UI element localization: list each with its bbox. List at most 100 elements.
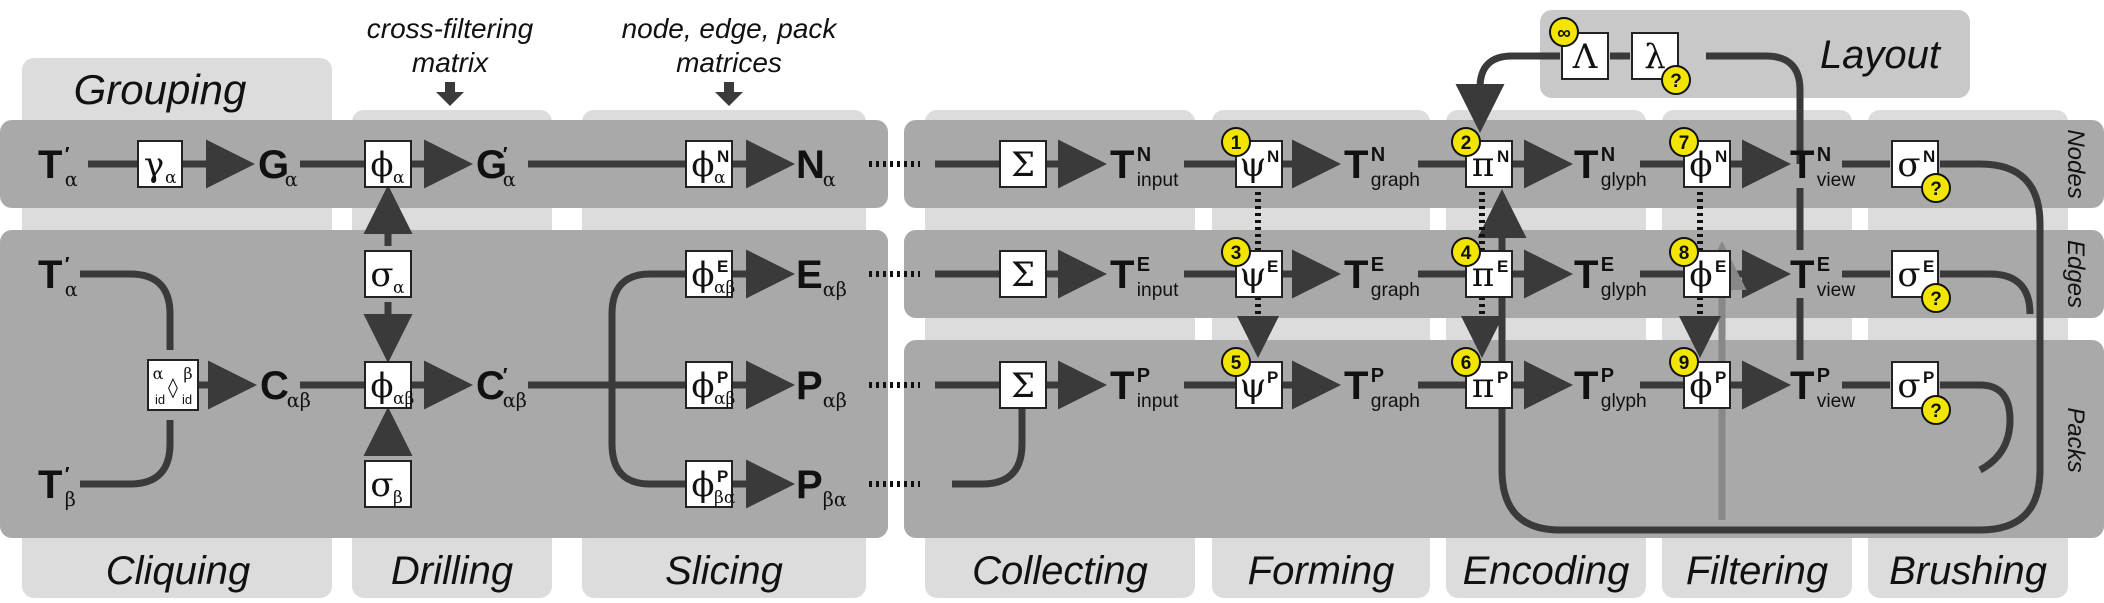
token-superscript: N (1137, 144, 1151, 166)
operator-symbol: Σ (1011, 366, 1035, 406)
operator-superscript: P (1923, 368, 1934, 387)
badge-text: ? (1930, 401, 1942, 422)
badge-circle (1221, 237, 1251, 267)
token-superscript: N (1817, 144, 1831, 166)
operator-symbol: ϕ (370, 366, 393, 406)
badge-text: ? (1930, 289, 1942, 310)
token-base: T (1574, 253, 1598, 297)
token-base: T (38, 253, 62, 297)
token-subscript: βα (823, 488, 847, 511)
token-superscript: E (1601, 254, 1614, 276)
operator-frame (364, 140, 412, 188)
operator-frame (364, 361, 412, 409)
annotation-arrows (436, 82, 743, 106)
operator-symbol: σ (1897, 366, 1920, 406)
operator-frame (1891, 140, 1939, 188)
operator-box-phiPab: ϕ Pαβ (685, 361, 735, 409)
token-C_prime: C′αβ (476, 364, 527, 412)
badge-circle (1661, 65, 1691, 95)
token-subscript: αβ (823, 278, 847, 301)
stage-labels: Grouping Cliquing Drilling Slicing Colle… (74, 33, 2047, 593)
label-cliquing: Cliquing (106, 549, 251, 593)
token-superscript: P (1601, 365, 1614, 387)
operator-symbol: ϕ (691, 255, 714, 295)
row-labels: Nodes Edges Packs (2062, 129, 2089, 472)
token-T_alpha2: T ′α (38, 253, 78, 301)
token-subscript: αβ (823, 389, 847, 412)
operator-symbol: γ (144, 145, 164, 185)
label-collecting: Collecting (972, 549, 1148, 593)
number-badge: 6 (1451, 347, 1481, 377)
token-subscript: α (823, 168, 836, 191)
token-base: T (38, 463, 62, 507)
operator-symbol: π (1472, 366, 1494, 406)
token-base: C (260, 364, 289, 408)
token-T_alpha: T ′α (38, 143, 78, 191)
badge-circle (1669, 237, 1699, 267)
token-base: E (796, 253, 823, 297)
token-base: T (1574, 364, 1598, 408)
token-superscript: ′ (503, 144, 508, 166)
operator-frame (364, 460, 412, 508)
token-G_prime: G′α (476, 143, 516, 191)
row-label-edges: Edges (2062, 240, 2089, 308)
token-superscript: E (1371, 254, 1384, 276)
operator-box-sum3: Σ (999, 361, 1047, 409)
label-brushing: Brushing (1889, 549, 2047, 593)
operator-symbol: ϕ (1689, 366, 1712, 406)
operator-frame (685, 361, 733, 409)
annotation-node-edge-pack: node, edge, pack (622, 13, 839, 44)
badge-text: 5 (1231, 353, 1242, 374)
operator-symbol: Σ (1011, 255, 1035, 295)
badge-circle (1921, 173, 1951, 203)
operator-subscript: β (393, 488, 403, 508)
label-slicing: Slicing (665, 549, 783, 593)
token-base: T (1790, 143, 1814, 187)
operator-superscript: N (717, 147, 729, 166)
label-layout: Layout (1820, 33, 1942, 77)
badge-circle (1221, 347, 1251, 377)
token-base: T (1790, 364, 1814, 408)
token-base: N (796, 143, 825, 187)
token-G: Gα (258, 143, 298, 191)
operator-box-phiPba: ϕ Pβα (685, 460, 736, 508)
token-subscript: input (1137, 280, 1179, 301)
question-badge: ? (1661, 65, 1691, 95)
operator-subscript: αβ (714, 278, 735, 298)
badge-text: 9 (1679, 353, 1690, 374)
token-subscript: graph (1371, 391, 1420, 412)
operator-symbol: Λ (1572, 37, 1598, 77)
operator-symbol: σ (370, 465, 393, 505)
token-subscript: αβ (503, 389, 527, 412)
token-subscript: glyph (1601, 280, 1647, 301)
badge-circle (1451, 237, 1481, 267)
clique-beta: β (183, 364, 192, 383)
number-badge: 9 (1669, 347, 1699, 377)
row-label-nodes: Nodes (2062, 129, 2089, 198)
number-badge: 2 (1451, 127, 1481, 157)
clique-id-right: id (182, 392, 192, 407)
label-forming: Forming (1248, 549, 1395, 593)
operator-superscript: N (1923, 147, 1935, 166)
token-subscript: α (503, 168, 516, 191)
token-superscript: ′ (65, 144, 70, 166)
operator-subscript: αβ (714, 389, 735, 409)
token-base: T (1344, 143, 1368, 187)
question-badge: ? (1921, 173, 1951, 203)
token-base: T (1110, 364, 1134, 408)
badge-circle (1221, 127, 1251, 157)
token-superscript: ′ (503, 365, 508, 387)
